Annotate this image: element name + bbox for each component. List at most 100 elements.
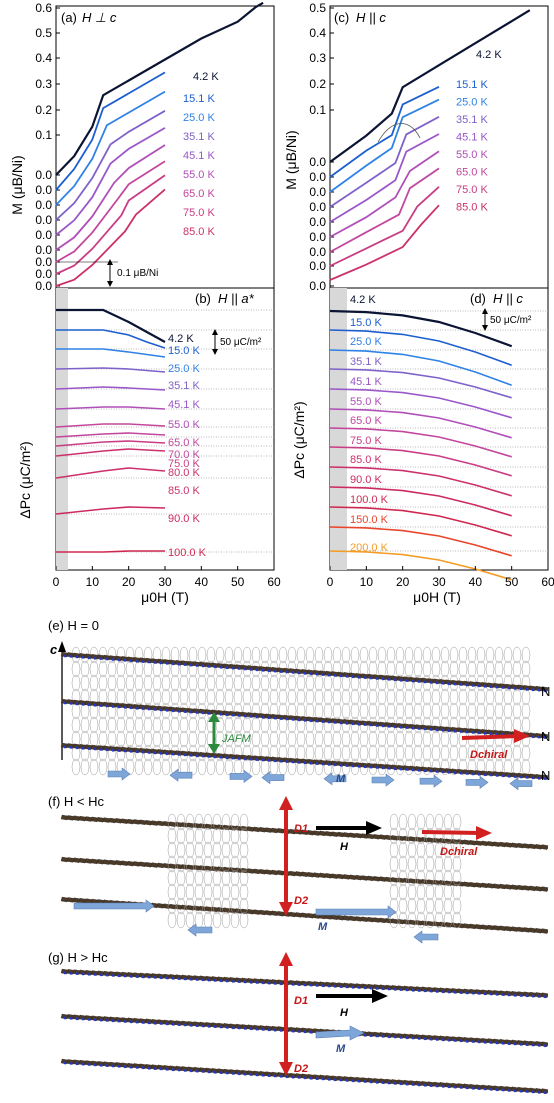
diagram-f-domain-2-cone-outline: [434, 827, 444, 845]
ni-atom: [117, 974, 121, 978]
panel-b-scale-arrow-up: [212, 329, 218, 335]
ni-atom: [459, 1039, 463, 1043]
diagram-f-domain-1-cone-outline: [185, 813, 195, 831]
ni-atom: [147, 707, 151, 711]
diagram-e-cone-outline: [143, 660, 153, 678]
ni-atom: [231, 666, 235, 670]
spin-cone: [138, 819, 147, 825]
diagram-e-cone-outline: [323, 660, 333, 678]
ni-atom: [459, 683, 463, 686]
ni-atom: [75, 1062, 79, 1066]
diagram-g: (g) H > Hc D1 D2 H M: [48, 950, 549, 1094]
ni-atom: [333, 674, 337, 677]
diagram-e-cone-outline: [260, 758, 270, 776]
ni-atom: [537, 688, 541, 692]
panel-d-xticks: 0 10 20 30 40 50 60: [327, 566, 554, 589]
spin-cone: [72, 857, 81, 863]
diagram-e-cone-outline: [485, 744, 495, 762]
ni-atom: [291, 982, 295, 986]
spin-cone: [204, 823, 213, 830]
diagram-f-domain-1-cone-outline: [239, 897, 249, 915]
d2-arrow-head-f: [279, 902, 293, 916]
ni-atom: [375, 724, 379, 727]
diagram-e-cone-outline: [161, 674, 171, 692]
diagram-f-domain-1-cone-outline: [185, 827, 195, 845]
diagram-f-domain-1-cone-outline: [185, 897, 195, 915]
ni-atom: [501, 1041, 505, 1045]
diagram-e-cone-outline: [431, 688, 441, 706]
ni-atom: [405, 1036, 409, 1040]
ni-atom: [147, 975, 151, 979]
panel-d-subtitle: H || c: [493, 291, 523, 306]
panel-d-xtick-label: 30: [432, 575, 446, 589]
panel-b-series-label: 70.0 K: [168, 449, 200, 461]
ni-atom: [63, 1061, 67, 1065]
ni-atom: [213, 755, 217, 759]
panel-b-xtick-label: 60: [267, 575, 281, 589]
ni-atom: [189, 977, 193, 981]
spin-cone: [510, 926, 519, 932]
ni-atom: [93, 747, 97, 751]
ni-atom: [507, 774, 511, 778]
panel-c-ytick-label: 0.0: [309, 185, 326, 199]
diagram-f-domain-2-cone-outline: [398, 827, 408, 845]
diagram-e-cone-outline: [278, 646, 288, 664]
panel-d-lines: [329, 309, 513, 581]
diagram-f-domain-1-cone-outline: [230, 869, 240, 887]
diagram-e-cone-outline: [89, 674, 99, 692]
ni-atom: [387, 766, 391, 770]
panel-c-series-label: 65.0 K: [456, 167, 488, 179]
diagram-e-cone-outline: [485, 702, 495, 720]
diagram-f-domain-1-cone-outline: [221, 855, 231, 873]
ni-atom: [153, 661, 157, 664]
diagram-e-cone-outline: [467, 688, 477, 706]
spin-cone: [372, 834, 381, 840]
magnetization-arrow: [419, 774, 443, 788]
ni-atom: [399, 1082, 403, 1086]
spin-cone: [96, 859, 105, 865]
ni-atom: [87, 703, 91, 707]
ni-atom: [117, 705, 121, 709]
diagram-e-cone-outline: [359, 688, 369, 706]
diagram-e-cone-outline: [305, 660, 315, 678]
ni-atom: [387, 724, 391, 728]
diagram-f-domain-1-cone-outline: [194, 813, 204, 831]
ni-atom: [87, 1063, 91, 1066]
diagram-e-cone-outline: [440, 730, 450, 748]
ni-atom: [165, 1022, 169, 1026]
ni-atom: [231, 1072, 235, 1075]
ni-atom: [327, 1077, 331, 1081]
diagram-f: (f) H < Hc D1 D2 H Dchiral M: [48, 794, 549, 944]
ni-atom: [345, 764, 349, 767]
ni-atom: [369, 765, 373, 769]
panel-c-ytick-label: 0.0: [309, 155, 326, 169]
diagram-e-cone-outline: [332, 646, 342, 664]
ni-atom: [525, 1043, 529, 1046]
ni-atom: [501, 774, 505, 778]
diagram-e-cone-outline: [71, 716, 81, 734]
panel-a-series-line: [55, 127, 166, 236]
ni-atom: [285, 760, 289, 763]
diagram-e-cone-outline: [323, 674, 333, 692]
spin-cone: [492, 841, 501, 847]
diagram-e-cone-outline: [233, 688, 243, 706]
diagram-e-cone-outline: [512, 646, 522, 664]
ni-atom: [255, 668, 259, 672]
diagram-e-cone-outline: [278, 730, 288, 748]
ni-atom: [177, 662, 181, 666]
diagram-f-domain-2-cone-outline: [398, 897, 408, 915]
ni-atom: [255, 981, 259, 984]
panel-d-scale-arrow-up: [482, 308, 488, 314]
panel-d-xtick-label: 60: [541, 575, 554, 589]
panel-b-scale-arrow-down: [212, 349, 218, 355]
ni-atom: [333, 984, 337, 988]
diagram-e-cone-outline: [305, 688, 315, 706]
ni-atom: [477, 772, 481, 776]
spin-cone: [396, 877, 405, 883]
diagram-e-cone-outline: [116, 716, 126, 734]
ni-atom: [207, 1024, 211, 1028]
ni-atom: [243, 714, 247, 718]
diagram-e-cone-outline: [323, 758, 333, 776]
panel-d-series-label: 65.0 K: [350, 415, 382, 427]
spin-cone: [504, 842, 513, 848]
